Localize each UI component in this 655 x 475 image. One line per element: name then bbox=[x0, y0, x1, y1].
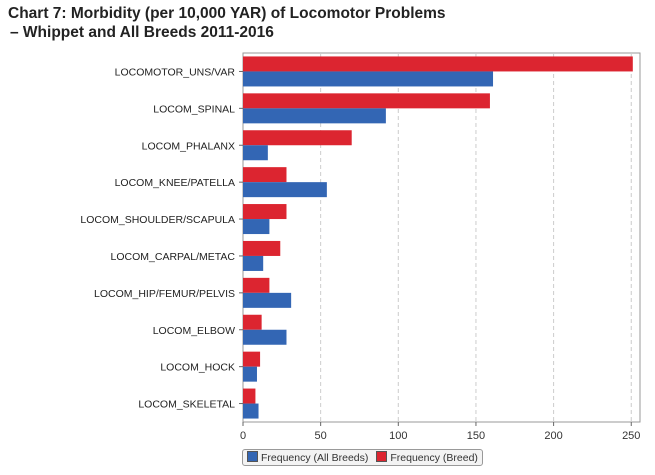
bar-all-breeds bbox=[243, 71, 494, 87]
bar-all-breeds bbox=[243, 255, 264, 271]
legend-label: Frequency (Breed) bbox=[390, 452, 478, 464]
legend-swatch bbox=[247, 451, 258, 462]
category-label: LOCOMOTOR_UNS/VAR bbox=[115, 66, 236, 78]
x-tick-label: 50 bbox=[315, 430, 327, 442]
category-label: LOCOM_PHALANX bbox=[142, 140, 235, 152]
bar-breed bbox=[243, 130, 352, 146]
bar-all-breeds bbox=[243, 145, 268, 161]
bar-breed bbox=[243, 204, 287, 220]
category-label: LOCOM_SPINAL bbox=[153, 103, 235, 115]
bar-all-breeds bbox=[243, 182, 327, 198]
bar-all-breeds bbox=[243, 219, 270, 235]
legend-item-all-breeds: Frequency (All Breeds) bbox=[247, 451, 368, 464]
bar-all-breeds bbox=[243, 366, 257, 382]
legend-item-breed: Frequency (Breed) bbox=[376, 451, 478, 464]
category-label: LOCOM_SKELETAL bbox=[138, 399, 235, 411]
bar-breed bbox=[243, 167, 287, 183]
x-tick-label: 200 bbox=[544, 430, 562, 442]
bar-breed bbox=[243, 93, 490, 109]
x-tick-label: 0 bbox=[240, 430, 246, 442]
bar-breed bbox=[243, 56, 633, 72]
x-tick-label: 150 bbox=[467, 430, 485, 442]
bar-breed bbox=[243, 314, 262, 330]
category-label: LOCOM_HOCK bbox=[160, 362, 235, 374]
category-label: LOCOM_KNEE/PATELLA bbox=[115, 177, 235, 189]
bar-breed bbox=[243, 351, 261, 367]
category-label: LOCOM_ELBOW bbox=[153, 325, 235, 337]
bar-breed bbox=[243, 240, 281, 256]
legend-swatch bbox=[376, 451, 388, 462]
category-label: LOCOM_CARPAL/METAC bbox=[111, 251, 236, 263]
category-label: LOCOM_HIP/FEMUR/PELVIS bbox=[94, 288, 235, 300]
title-line: Chart 7: Morbidity (per 10,000 YAR) of L… bbox=[8, 5, 446, 22]
x-tick-label: 250 bbox=[622, 430, 640, 442]
bar-all-breeds bbox=[243, 108, 386, 124]
x-tick-label: 100 bbox=[389, 430, 407, 442]
category-label: LOCOM_SHOULDER/SCAPULA bbox=[80, 214, 235, 226]
bar-all-breeds bbox=[243, 329, 287, 345]
bar-all-breeds bbox=[243, 403, 259, 419]
legend: Frequency (All Breeds) Frequency (Breed) bbox=[242, 449, 483, 466]
subtitle-line: – Whippet and All Breeds 2011-2016 bbox=[10, 24, 274, 41]
legend-label: Frequency (All Breeds) bbox=[261, 452, 369, 464]
bar-breed bbox=[243, 277, 270, 293]
chart-title: Chart 7: Morbidity (per 10,000 YAR) of L… bbox=[8, 4, 446, 42]
bar-all-breeds bbox=[243, 292, 292, 308]
bar-breed bbox=[243, 388, 256, 404]
